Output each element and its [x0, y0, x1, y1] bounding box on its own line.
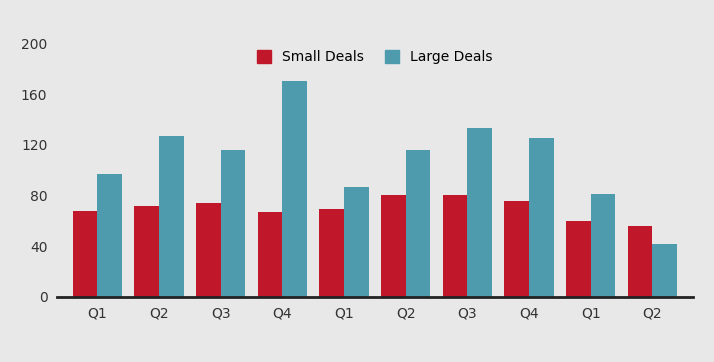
Bar — [159, 136, 183, 297]
Bar — [529, 138, 554, 297]
Bar — [134, 206, 159, 297]
Bar — [381, 195, 406, 297]
Bar — [196, 203, 221, 297]
Bar — [221, 150, 246, 297]
Bar — [406, 150, 431, 297]
Bar — [282, 81, 307, 297]
Bar — [566, 221, 590, 297]
Bar — [653, 244, 677, 297]
Bar — [468, 129, 492, 297]
Bar — [590, 194, 615, 297]
Bar — [97, 174, 122, 297]
Bar — [344, 187, 368, 297]
Bar — [73, 211, 97, 297]
Legend: Small Deals, Large Deals: Small Deals, Large Deals — [257, 50, 493, 64]
Bar — [319, 209, 344, 297]
Bar — [628, 226, 653, 297]
Bar — [443, 195, 468, 297]
Bar — [504, 201, 529, 297]
Bar — [258, 212, 282, 297]
